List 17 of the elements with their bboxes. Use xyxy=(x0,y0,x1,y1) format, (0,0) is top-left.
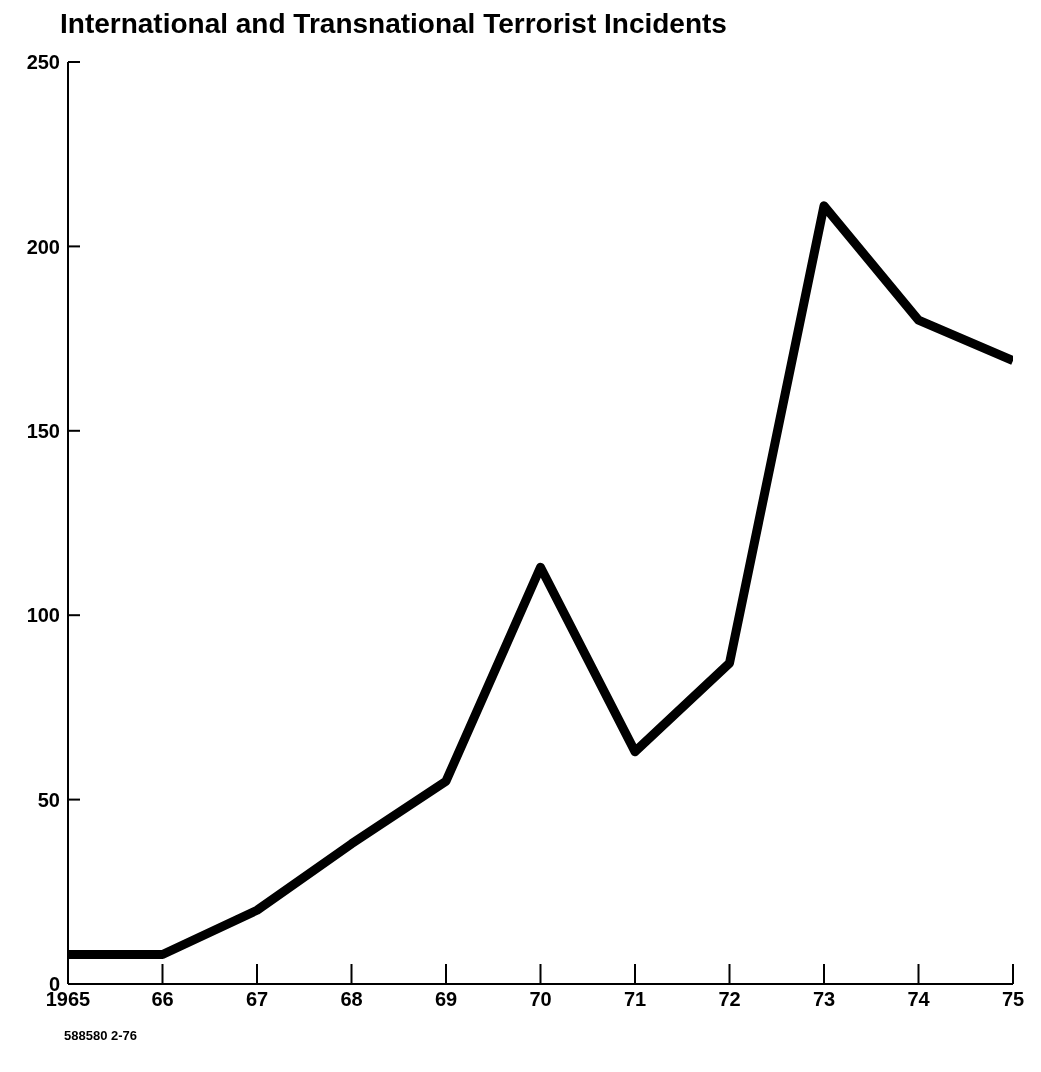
x-tick-label: 66 xyxy=(151,988,174,1011)
x-tick-label: 71 xyxy=(623,988,647,1011)
y-tick-label: 150 xyxy=(26,419,60,442)
x-tick-label: 74 xyxy=(907,988,931,1011)
x-tick-label: 67 xyxy=(245,988,269,1011)
y-tick-label: 100 xyxy=(26,604,60,627)
x-tick-label: 73 xyxy=(812,988,836,1011)
x-tick-label: 70 xyxy=(529,988,552,1011)
x-tick-label: 68 xyxy=(340,988,363,1011)
chart-title: International and Transnational Terrorist Incidents xyxy=(59,8,728,41)
y-tick-label: 250 xyxy=(26,51,60,74)
x-tick-label: 75 xyxy=(1001,988,1025,1011)
x-tick-label: 69 xyxy=(434,988,458,1011)
x-tick-label: 72 xyxy=(718,988,741,1011)
y-tick-label: 200 xyxy=(26,235,60,258)
y-tick-label: 50 xyxy=(37,788,60,811)
text: 588580 2-76 xyxy=(63,1028,138,1043)
